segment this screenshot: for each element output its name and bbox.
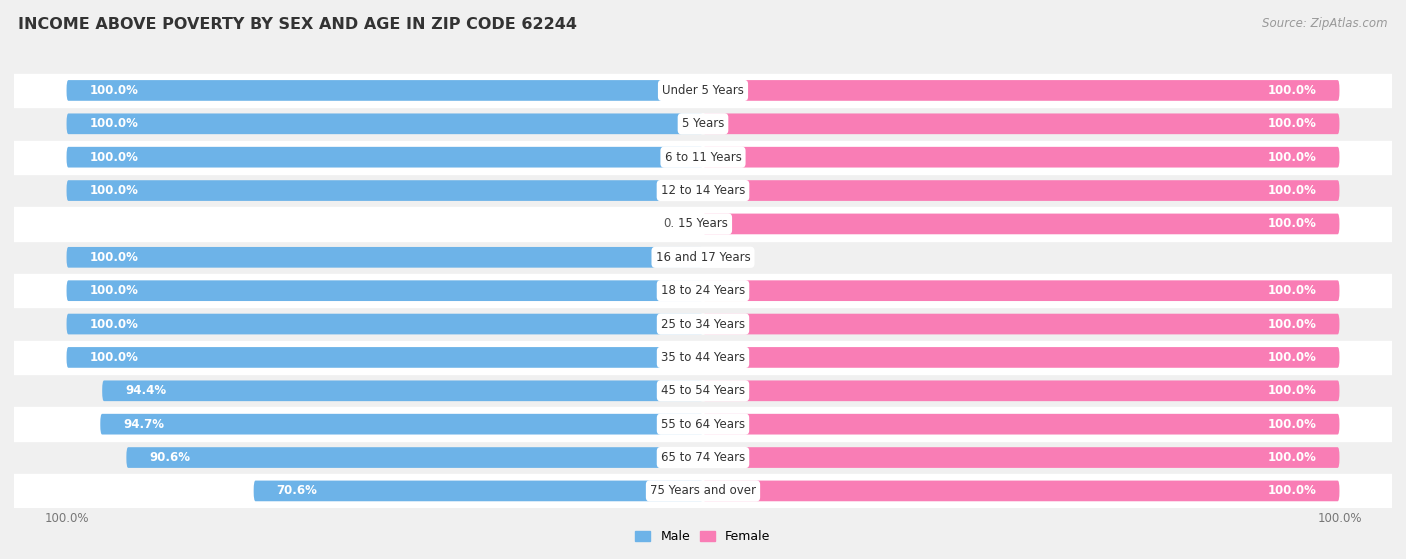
Text: 0.0%: 0.0%	[713, 251, 742, 264]
Text: 100.0%: 100.0%	[1268, 117, 1316, 130]
Text: 100.0%: 100.0%	[1268, 418, 1316, 430]
Text: 100.0%: 100.0%	[1268, 485, 1316, 498]
Text: 100.0%: 100.0%	[1268, 284, 1316, 297]
Text: 100.0%: 100.0%	[90, 117, 138, 130]
FancyBboxPatch shape	[703, 314, 1340, 334]
FancyBboxPatch shape	[703, 180, 1340, 201]
FancyBboxPatch shape	[703, 481, 1340, 501]
FancyBboxPatch shape	[66, 147, 703, 168]
Text: 100.0%: 100.0%	[1268, 318, 1316, 330]
Text: 100.0%: 100.0%	[1317, 511, 1361, 524]
Text: 12 to 14 Years: 12 to 14 Years	[661, 184, 745, 197]
FancyBboxPatch shape	[103, 381, 703, 401]
FancyBboxPatch shape	[703, 414, 1340, 434]
FancyBboxPatch shape	[703, 80, 1340, 101]
FancyBboxPatch shape	[703, 447, 1340, 468]
FancyBboxPatch shape	[14, 374, 1392, 408]
Text: 100.0%: 100.0%	[1268, 217, 1316, 230]
Text: 100.0%: 100.0%	[1268, 384, 1316, 397]
Text: 100.0%: 100.0%	[1268, 184, 1316, 197]
FancyBboxPatch shape	[14, 207, 1392, 240]
Text: 0.0%: 0.0%	[664, 217, 693, 230]
Text: 100.0%: 100.0%	[1268, 351, 1316, 364]
FancyBboxPatch shape	[14, 341, 1392, 374]
Text: 100.0%: 100.0%	[1268, 451, 1316, 464]
Text: 90.6%: 90.6%	[149, 451, 190, 464]
Legend: Male, Female: Male, Female	[630, 525, 776, 548]
FancyBboxPatch shape	[14, 474, 1392, 508]
Text: 100.0%: 100.0%	[90, 318, 138, 330]
Text: 65 to 74 Years: 65 to 74 Years	[661, 451, 745, 464]
Text: 15 Years: 15 Years	[678, 217, 728, 230]
FancyBboxPatch shape	[66, 180, 703, 201]
FancyBboxPatch shape	[66, 314, 703, 334]
Text: 100.0%: 100.0%	[90, 351, 138, 364]
Text: 35 to 44 Years: 35 to 44 Years	[661, 351, 745, 364]
Text: 75 Years and over: 75 Years and over	[650, 485, 756, 498]
Text: 94.7%: 94.7%	[124, 418, 165, 430]
FancyBboxPatch shape	[66, 113, 703, 134]
FancyBboxPatch shape	[253, 481, 703, 501]
Text: 6 to 11 Years: 6 to 11 Years	[665, 151, 741, 164]
Text: 25 to 34 Years: 25 to 34 Years	[661, 318, 745, 330]
FancyBboxPatch shape	[127, 447, 703, 468]
FancyBboxPatch shape	[703, 214, 1340, 234]
FancyBboxPatch shape	[14, 274, 1392, 307]
Text: 16 and 17 Years: 16 and 17 Years	[655, 251, 751, 264]
FancyBboxPatch shape	[703, 381, 1340, 401]
FancyBboxPatch shape	[66, 347, 703, 368]
Text: 55 to 64 Years: 55 to 64 Years	[661, 418, 745, 430]
FancyBboxPatch shape	[14, 441, 1392, 474]
FancyBboxPatch shape	[100, 414, 703, 434]
FancyBboxPatch shape	[66, 80, 703, 101]
Text: 100.0%: 100.0%	[1268, 84, 1316, 97]
Text: 100.0%: 100.0%	[90, 184, 138, 197]
FancyBboxPatch shape	[703, 147, 1340, 168]
Text: 100.0%: 100.0%	[90, 284, 138, 297]
FancyBboxPatch shape	[66, 247, 703, 268]
FancyBboxPatch shape	[14, 240, 1392, 274]
FancyBboxPatch shape	[14, 408, 1392, 441]
Text: 100.0%: 100.0%	[90, 251, 138, 264]
Text: INCOME ABOVE POVERTY BY SEX AND AGE IN ZIP CODE 62244: INCOME ABOVE POVERTY BY SEX AND AGE IN Z…	[18, 17, 578, 32]
Text: 45 to 54 Years: 45 to 54 Years	[661, 384, 745, 397]
FancyBboxPatch shape	[14, 140, 1392, 174]
Text: 100.0%: 100.0%	[45, 511, 89, 524]
FancyBboxPatch shape	[66, 280, 703, 301]
FancyBboxPatch shape	[703, 113, 1340, 134]
Text: 100.0%: 100.0%	[1268, 151, 1316, 164]
Text: 94.4%: 94.4%	[125, 384, 166, 397]
Text: 70.6%: 70.6%	[277, 485, 318, 498]
Text: Source: ZipAtlas.com: Source: ZipAtlas.com	[1263, 17, 1388, 30]
Text: 100.0%: 100.0%	[90, 84, 138, 97]
Text: 5 Years: 5 Years	[682, 117, 724, 130]
FancyBboxPatch shape	[14, 307, 1392, 341]
Text: 18 to 24 Years: 18 to 24 Years	[661, 284, 745, 297]
FancyBboxPatch shape	[14, 174, 1392, 207]
FancyBboxPatch shape	[14, 107, 1392, 140]
FancyBboxPatch shape	[703, 280, 1340, 301]
FancyBboxPatch shape	[703, 347, 1340, 368]
FancyBboxPatch shape	[14, 74, 1392, 107]
Text: Under 5 Years: Under 5 Years	[662, 84, 744, 97]
Text: 100.0%: 100.0%	[90, 151, 138, 164]
